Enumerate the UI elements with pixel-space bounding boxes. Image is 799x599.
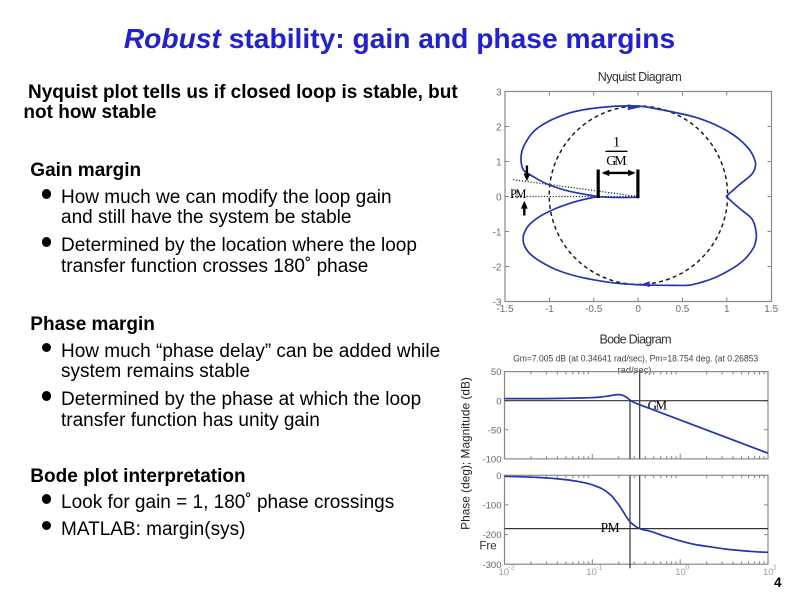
svg-text:1: 1 — [724, 304, 730, 315]
svg-text:0: 0 — [496, 193, 502, 204]
svg-text:Phase (deg); Magnitude (dB): Phase (deg); Magnitude (dB) — [458, 377, 472, 530]
svg-text:-300: -300 — [482, 560, 501, 571]
svg-text:-1: -1 — [545, 304, 554, 315]
svg-text:0: 0 — [685, 565, 689, 572]
svg-text:-100: -100 — [482, 501, 501, 512]
svg-text:-0.5: -0.5 — [585, 304, 603, 315]
svg-text:GM: GM — [606, 154, 627, 169]
svg-text:Gm=7.005 dB (at 0.34641 rad/se: Gm=7.005 dB (at 0.34641 rad/sec), Pm=18.… — [513, 353, 758, 363]
svg-text:-50: -50 — [488, 425, 502, 436]
svg-text:4: 4 — [774, 575, 782, 590]
svg-text:0: 0 — [496, 396, 501, 407]
svg-text:2: 2 — [496, 123, 502, 134]
svg-text:1: 1 — [496, 158, 502, 169]
svg-text:PM: PM — [601, 520, 620, 535]
svg-text:GM: GM — [648, 398, 668, 413]
svg-text:10: 10 — [763, 567, 774, 578]
svg-text:-1: -1 — [493, 228, 502, 239]
svg-text:50: 50 — [491, 367, 502, 378]
svg-text:0: 0 — [496, 471, 501, 482]
svg-text:0.5: 0.5 — [675, 304, 689, 315]
svg-text:-2: -2 — [493, 263, 502, 274]
svg-text:rad/sec): rad/sec) — [618, 365, 652, 375]
svg-text:-100: -100 — [482, 455, 501, 466]
svg-text:3: 3 — [496, 88, 502, 99]
svg-text:1: 1 — [773, 565, 777, 572]
svg-text:1.5: 1.5 — [764, 304, 778, 315]
svg-text:-2: -2 — [509, 565, 515, 572]
svg-text:Nyquist Diagram: Nyquist Diagram — [598, 70, 682, 84]
svg-text:PM: PM — [510, 187, 527, 201]
svg-text:10: 10 — [499, 567, 510, 578]
svg-text:-200: -200 — [482, 530, 501, 541]
svg-text:10: 10 — [675, 567, 686, 578]
svg-text:0: 0 — [635, 304, 641, 315]
svg-text:Fre: Fre — [479, 541, 496, 553]
svg-text:10: 10 — [586, 567, 597, 578]
svg-text:1: 1 — [613, 135, 620, 151]
svg-text:-1: -1 — [596, 565, 602, 572]
svg-text:Bode Diagram: Bode Diagram — [600, 333, 672, 347]
svg-text:-1.5: -1.5 — [496, 304, 514, 315]
svg-text:-3: -3 — [493, 298, 502, 309]
